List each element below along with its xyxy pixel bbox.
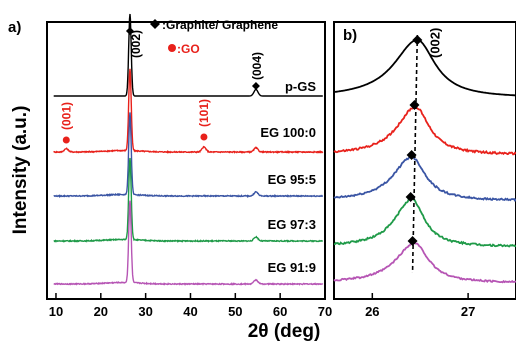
legend-marker-graphite (150, 19, 160, 29)
peak-label-101: (101) (197, 99, 211, 127)
b-series-line-1 (333, 105, 516, 156)
x-tick-label-a-0: 10 (49, 304, 63, 319)
x-tick-label-a-4: 50 (228, 304, 242, 319)
b-series-line-3 (333, 197, 516, 248)
panel-a-label: a) (8, 19, 21, 36)
peak-marker-101 (200, 133, 208, 141)
peak-label-004: (004) (250, 52, 264, 80)
x-tick-label-a-1: 20 (94, 304, 108, 319)
series-line-3 (53, 157, 324, 243)
peak-marker-004 (251, 82, 260, 90)
x-tick-label-a-3: 40 (183, 304, 197, 319)
peak-label-001: (001) (59, 102, 73, 130)
x-axis-label: 2θ (deg) (248, 321, 321, 342)
peak-marker-001 (62, 136, 70, 144)
x-tick-label-a-2: 30 (138, 304, 152, 319)
y-axis-label: Intensity (a.u.) (10, 106, 31, 235)
series-label-1: EG 100:0 (260, 125, 316, 140)
legend-label-go: :GO (177, 42, 200, 56)
series-line-0 (53, 13, 323, 97)
series-label-4: EG 91:9 (268, 260, 316, 275)
b-peak-marker-3 (405, 192, 416, 202)
x-tick-label-b-0: 26 (365, 304, 379, 319)
b-peak-trend-line (411, 34, 419, 274)
b-series-line-2 (333, 155, 516, 203)
peak-label-002: (002) (129, 30, 143, 58)
series-line-4 (53, 200, 324, 286)
series-label-0: p-GS (285, 79, 316, 94)
panel-a-plot: p-GS EG 100:0 EG 95:5 EG 97:3 EG 91:9 (002) (0… (49, 13, 332, 319)
panel-b-label: b) (343, 27, 357, 44)
b-peak-marker-0 (412, 35, 423, 45)
b-peak-marker-1 (409, 100, 420, 110)
panel-a-frame (46, 21, 326, 300)
series-label-2: EG 95:5 (268, 172, 316, 187)
x-tick-label-a-6: 70 (318, 304, 332, 319)
b-series-line-0 (333, 39, 516, 97)
legend-label-graphite: :Graphite/ Graphene (162, 18, 278, 32)
peak-marker-002 (125, 27, 134, 35)
panel-b-frame (333, 21, 516, 300)
panel-b-plot: (002) 26 27 (333, 28, 516, 319)
b-series-line-4 (333, 241, 516, 284)
series-line-2 (53, 112, 324, 199)
b-peak-label-002: (002) (427, 28, 442, 58)
legend-marker-go (168, 44, 176, 52)
series-label-3: EG 97:3 (268, 217, 316, 232)
series-line-1 (53, 68, 324, 154)
x-tick-label-b-1: 27 (461, 304, 475, 319)
x-tick-label-a-5: 60 (273, 304, 287, 319)
